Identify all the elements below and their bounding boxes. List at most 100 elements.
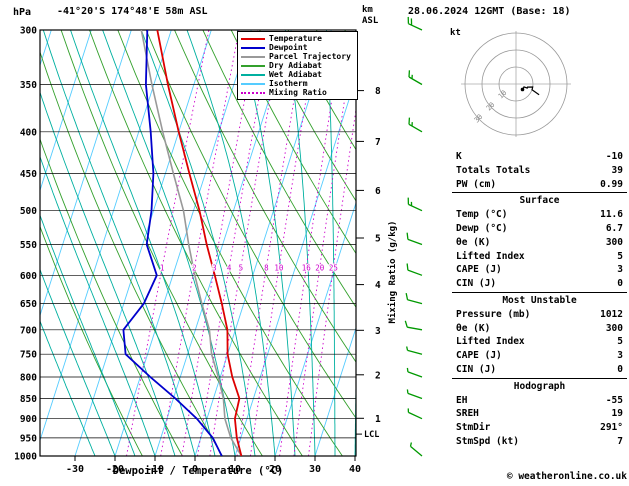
stat-label: CIN (J): [456, 363, 497, 375]
stat-row-cape: CAPE (J) 3: [452, 263, 627, 277]
hodograph-unit-label: kt: [450, 28, 461, 38]
svg-text:25: 25: [329, 264, 338, 273]
stat-row-li: Lifted Index 5: [452, 250, 627, 264]
svg-text:5: 5: [239, 264, 244, 273]
svg-text:6: 6: [375, 186, 381, 197]
legend-line-sample: [241, 55, 265, 58]
stat-value: 11.6: [600, 209, 623, 221]
wind-barbs: [404, 16, 423, 457]
svg-text:0: 0: [192, 464, 198, 475]
x-axis-label: Dewpoint / Temperature (°C): [112, 465, 284, 477]
wind-barb: [406, 367, 423, 378]
svg-text:10: 10: [229, 464, 241, 475]
svg-text:350: 350: [20, 80, 37, 91]
wind-barb: [406, 232, 423, 246]
stat-row-k: K -10: [452, 150, 627, 164]
legend-item: Isotherm: [241, 79, 354, 88]
svg-text:8: 8: [375, 86, 381, 97]
km-axis: 8 7 6 5 4 3 2 1: [356, 86, 381, 425]
stat-row-thetae: θe (K) 300: [452, 236, 627, 250]
svg-text:30: 30: [309, 464, 321, 475]
stat-row-pw: PW (cm) 0.99: [452, 178, 627, 192]
stat-label: PW (cm): [456, 178, 497, 190]
legend-item: Wet Adiabat: [241, 70, 354, 79]
svg-text:40: 40: [349, 464, 361, 475]
stat-row-totals: Totals Totals 39: [452, 164, 627, 178]
legend-item: Mixing Ratio: [241, 88, 354, 97]
most-unstable-section-title: Most Unstable: [502, 294, 577, 306]
stat-row-mu-cin: CIN (J) 0: [452, 363, 627, 377]
stat-label: EH: [456, 394, 468, 406]
legend-item: Dewpoint: [241, 43, 354, 52]
stat-row-cin: CIN (J) 0: [452, 277, 627, 291]
wind-barb: [407, 408, 423, 420]
svg-text:800: 800: [20, 373, 37, 384]
legend-item: Parcel Trajectory: [241, 52, 354, 61]
svg-text:600: 600: [20, 271, 37, 282]
stat-label: Lifted Index: [456, 336, 525, 348]
stat-value: 5: [617, 250, 623, 262]
legend-line-sample: [241, 82, 265, 85]
wind-barb: [405, 293, 423, 305]
stat-value: 300: [605, 236, 623, 248]
mixing-ratio-labels: 1 2 3 4 5 8 10 16 20 25: [159, 263, 339, 274]
svg-text:900: 900: [20, 414, 37, 425]
dewpoint-curve: [122, 30, 223, 456]
svg-text:500: 500: [20, 206, 37, 217]
svg-text:16: 16: [302, 264, 312, 273]
legend-item-label: Mixing Ratio: [269, 88, 327, 97]
stat-label: CIN (J): [456, 278, 497, 290]
stat-value: 1012: [600, 308, 623, 320]
wind-barb: [407, 197, 423, 212]
legend-line-sample: [241, 64, 265, 67]
wind-barb: [408, 117, 423, 133]
legend-line-sample: [241, 73, 265, 76]
stat-label: StmSpd (kt): [456, 435, 519, 447]
stat-label: θe (K): [456, 322, 491, 334]
stat-value: 0: [617, 278, 623, 290]
datetime-title: 28.06.2024 12GMT (Base: 18): [408, 6, 571, 17]
hodograph-ring-label: 10: [497, 89, 509, 101]
wind-barb: [406, 346, 423, 355]
svg-text:1: 1: [375, 414, 381, 425]
svg-text:8: 8: [264, 264, 269, 273]
stats-panel: K -10 Totals Totals 39 PW (cm) 0.99 Surface…: [452, 150, 627, 449]
parcel-trajectory-curve: [140, 30, 243, 456]
legend-item: Dry Adiabat: [241, 61, 354, 70]
svg-text:-20: -20: [106, 464, 124, 475]
stat-value: 5: [617, 336, 623, 348]
stat-label: θe (K): [456, 236, 491, 248]
svg-text:750: 750: [20, 350, 37, 361]
stat-label: Totals Totals: [456, 164, 531, 176]
hodograph-ring: [464, 32, 568, 136]
legend-line-sample: [241, 91, 265, 94]
stat-row-mu-pressure: Pressure (mb) 1012: [452, 308, 627, 322]
stat-value: 0: [617, 363, 623, 375]
stat-value: 19: [611, 408, 623, 420]
legend-line-sample: [241, 37, 265, 40]
svg-text:3: 3: [375, 326, 381, 337]
legend-item-label: Wet Adiabat: [269, 70, 322, 79]
surface-section-title: Surface: [519, 195, 560, 207]
stat-value: 3: [617, 350, 623, 362]
svg-text:400: 400: [20, 127, 37, 138]
svg-text:550: 550: [20, 240, 37, 251]
legend-item-label: Isotherm: [269, 79, 308, 88]
wind-barb: [408, 70, 423, 86]
stat-label: K: [456, 151, 462, 162]
wind-barb: [406, 263, 423, 276]
copyright: © weatheronline.co.uk: [506, 471, 627, 482]
stat-value: 39: [611, 164, 623, 176]
stat-value: -55: [605, 394, 623, 406]
km-label: km: [362, 5, 373, 15]
svg-text:700: 700: [20, 325, 37, 336]
stat-label: CAPE (J): [456, 350, 502, 362]
wind-barb: [406, 389, 423, 400]
stat-label: CAPE (J): [456, 264, 502, 276]
svg-text:450: 450: [20, 169, 37, 180]
svg-text:4: 4: [227, 264, 232, 273]
lcl-label: LCL: [364, 430, 379, 440]
svg-text:1: 1: [160, 264, 165, 273]
svg-text:950: 950: [20, 433, 37, 444]
